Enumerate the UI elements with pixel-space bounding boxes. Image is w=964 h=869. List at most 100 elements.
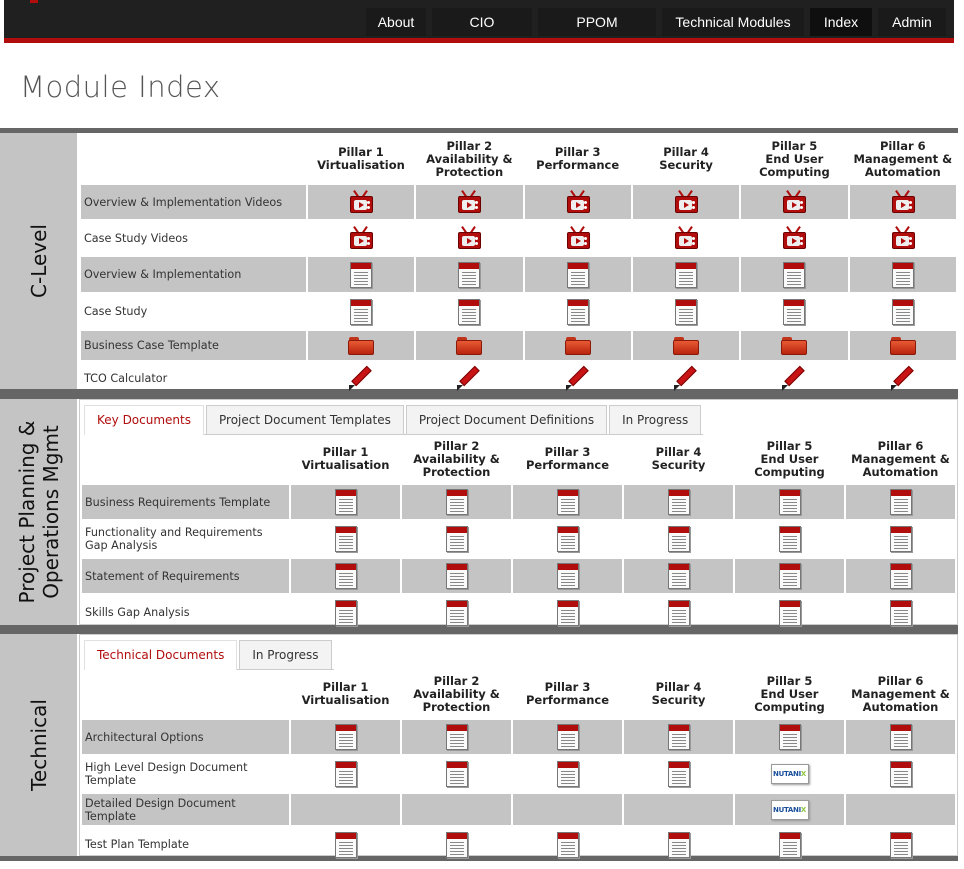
document-icon[interactable]: [556, 724, 579, 750]
document-icon[interactable]: [889, 489, 912, 515]
document-icon[interactable]: [889, 563, 912, 589]
document-icon[interactable]: [334, 599, 357, 626]
folder-icon[interactable]: [347, 336, 374, 355]
document-icon[interactable]: [889, 526, 912, 552]
document-icon[interactable]: [889, 599, 912, 626]
video-tv-icon[interactable]: [674, 226, 699, 250]
document-icon[interactable]: [667, 563, 690, 589]
document-icon[interactable]: [778, 526, 801, 552]
row-label: Case Study Videos: [84, 231, 188, 245]
document-icon[interactable]: [566, 298, 589, 325]
document-icon[interactable]: [445, 831, 468, 858]
document-icon[interactable]: [334, 563, 357, 589]
document-icon[interactable]: [458, 298, 481, 325]
document-icon[interactable]: [667, 724, 690, 750]
document-icon[interactable]: [891, 261, 914, 288]
document-icon[interactable]: [778, 599, 801, 626]
document-icon[interactable]: [349, 261, 372, 288]
document-icon[interactable]: [334, 761, 357, 787]
pencil-icon[interactable]: [348, 365, 374, 392]
folder-icon[interactable]: [564, 336, 591, 355]
document-icon[interactable]: [778, 724, 801, 750]
document-icon[interactable]: [667, 761, 690, 787]
document-icon[interactable]: [783, 298, 806, 325]
nav-technical-modules[interactable]: Technical Modules: [662, 8, 804, 36]
document-icon[interactable]: [334, 831, 357, 858]
document-icon[interactable]: [891, 298, 914, 325]
nav-cio-modules[interactable]: CIO Modules: [432, 8, 532, 58]
document-icon[interactable]: [556, 526, 579, 552]
video-tv-icon[interactable]: [566, 226, 590, 250]
pencil-icon[interactable]: [890, 365, 916, 392]
video-tv-icon[interactable]: [782, 226, 807, 250]
resource-cell: [850, 294, 956, 329]
video-tv-icon[interactable]: [457, 190, 482, 214]
document-icon[interactable]: [889, 724, 912, 750]
folder-icon[interactable]: [673, 336, 700, 355]
nav-about[interactable]: About: [366, 8, 426, 36]
folder-icon[interactable]: [781, 336, 808, 355]
nav-admin[interactable]: Admin: [878, 8, 946, 36]
document-icon[interactable]: [778, 563, 801, 589]
video-tv-icon[interactable]: [566, 190, 590, 214]
document-icon[interactable]: [445, 489, 468, 515]
pencil-icon[interactable]: [781, 365, 807, 392]
document-icon[interactable]: [889, 761, 912, 787]
document-icon[interactable]: [334, 489, 357, 515]
document-icon[interactable]: [445, 563, 468, 589]
pencil-icon[interactable]: [673, 365, 699, 392]
nutanix-logo-icon[interactable]: NUTANIX: [770, 799, 809, 820]
document-icon[interactable]: [556, 489, 579, 515]
nutanix-logo-icon[interactable]: NUTANIX: [770, 764, 809, 784]
resource-cell: [741, 185, 848, 219]
document-icon[interactable]: [667, 489, 690, 515]
document-icon[interactable]: [556, 599, 579, 626]
document-icon[interactable]: [556, 563, 579, 589]
tab-project-document-templates[interactable]: Project Document Templates: [206, 405, 404, 434]
tab-in-progress[interactable]: In Progress: [239, 640, 332, 669]
video-tv-icon[interactable]: [674, 190, 699, 214]
video-tv-icon[interactable]: [782, 190, 807, 214]
tab-key-documents[interactable]: Key Documents: [84, 405, 204, 435]
document-icon[interactable]: [889, 831, 912, 858]
project-planning-table: Pillar 1 Virtualisation Pillar 2 Availabili…: [80, 433, 957, 632]
nav-index[interactable]: Index: [810, 8, 872, 36]
document-icon[interactable]: [458, 261, 481, 288]
document-icon[interactable]: [556, 761, 579, 787]
document-icon[interactable]: [445, 526, 468, 552]
video-tv-icon[interactable]: [457, 226, 482, 250]
pencil-icon[interactable]: [565, 365, 591, 392]
resource-cell: [846, 559, 955, 593]
document-icon[interactable]: [445, 761, 468, 787]
document-icon[interactable]: [778, 489, 801, 515]
pillar-header: Pillar 5 End User Computing: [759, 138, 830, 179]
document-icon[interactable]: [445, 599, 468, 626]
document-icon[interactable]: [556, 831, 579, 858]
tab-project-document-definitions[interactable]: Project Document Definitions: [405, 405, 608, 434]
tab-technical-documents[interactable]: Technical Documents: [84, 640, 238, 670]
document-icon[interactable]: [667, 526, 690, 552]
document-icon[interactable]: [783, 261, 806, 288]
section-project-planning: Project Planning & Operations Mgmt Key Do…: [0, 394, 958, 630]
document-icon[interactable]: [778, 831, 801, 858]
pencil-icon[interactable]: [456, 365, 482, 392]
row-label: Skills Gap Analysis: [85, 606, 190, 619]
tab-in-progress[interactable]: In Progress: [609, 405, 702, 434]
document-icon[interactable]: [675, 261, 698, 288]
nav-ppom-modules[interactable]: PPOM Modules: [538, 8, 656, 58]
video-tv-icon[interactable]: [891, 190, 915, 214]
document-icon[interactable]: [349, 298, 372, 325]
document-icon[interactable]: [566, 261, 589, 288]
pillar-header: Pillar 2 Availability & Protection: [426, 138, 513, 179]
document-icon[interactable]: [667, 599, 690, 626]
video-tv-icon[interactable]: [349, 226, 373, 250]
document-icon[interactable]: [667, 831, 690, 858]
video-tv-icon[interactable]: [349, 190, 373, 214]
document-icon[interactable]: [334, 724, 357, 750]
folder-icon[interactable]: [456, 336, 483, 355]
folder-icon[interactable]: [889, 336, 916, 355]
document-icon[interactable]: [675, 298, 698, 325]
document-icon[interactable]: [445, 724, 468, 750]
document-icon[interactable]: [334, 526, 357, 552]
video-tv-icon[interactable]: [891, 226, 915, 250]
